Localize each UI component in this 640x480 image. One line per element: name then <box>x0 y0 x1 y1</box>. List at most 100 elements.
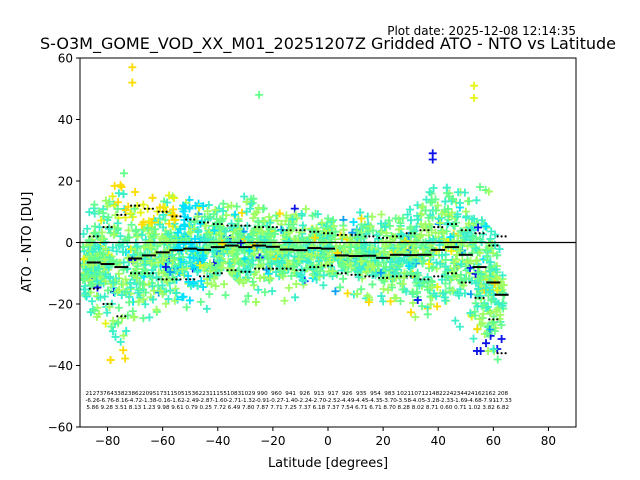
scatter-point <box>119 190 128 199</box>
scatter-point <box>108 192 117 201</box>
scatter-point <box>356 257 365 266</box>
scatter-point <box>105 224 114 233</box>
scatter-point <box>368 280 377 289</box>
scatter-point <box>301 205 310 214</box>
std-marker <box>116 213 119 216</box>
scatter-point <box>219 207 228 216</box>
scatter-point <box>282 211 291 220</box>
scatter-point <box>190 224 199 233</box>
scatter-point <box>169 193 178 202</box>
scatter-point <box>486 309 495 318</box>
scatter-point <box>377 292 386 301</box>
scatter-point <box>417 219 426 228</box>
scatter-point <box>152 305 161 314</box>
scatter-point <box>475 315 484 324</box>
scatter-point <box>242 207 251 216</box>
std-marker <box>317 230 320 233</box>
stats-label: 2148 <box>425 391 440 397</box>
std-marker <box>395 235 398 238</box>
scatter-point <box>425 188 434 197</box>
scatter-point <box>492 265 501 274</box>
std-marker <box>303 269 306 272</box>
chart-title: S-O3M_GOME_VOD_XX_M01_20251207Z Gridded … <box>40 34 616 54</box>
scatter-point <box>348 250 357 259</box>
std-marker <box>488 244 491 247</box>
std-marker <box>399 235 402 238</box>
scatter-point <box>147 218 156 227</box>
std-marker <box>171 278 174 281</box>
std-marker <box>281 229 284 232</box>
stats-label: 2344 <box>453 391 468 397</box>
x-tick-label: −80 <box>95 434 120 448</box>
scatter-point <box>418 202 427 211</box>
stats-label: 1083 <box>227 391 242 397</box>
scatter-point <box>178 265 187 274</box>
stats-label: -2.71 <box>227 398 242 404</box>
scatter-point <box>121 206 130 215</box>
scatter-point <box>250 249 259 258</box>
scatter-point <box>290 234 299 243</box>
stats-label: 7.37 <box>327 405 340 411</box>
scatter-point <box>95 264 104 273</box>
scatter-point <box>248 277 257 286</box>
scatter-point <box>217 263 226 272</box>
scatter-point <box>473 268 482 277</box>
scatter-point <box>240 248 249 257</box>
y-tick-label: 60 <box>58 52 73 66</box>
scatter-point <box>476 183 485 192</box>
std-marker <box>427 229 430 232</box>
scatter-point <box>490 327 499 336</box>
scatter-point <box>161 215 170 224</box>
scatter-point <box>429 184 438 193</box>
scatter-point <box>456 199 465 208</box>
scatter-point <box>493 355 502 364</box>
scatter-point <box>331 227 340 236</box>
scatter-point <box>132 225 141 234</box>
std-marker <box>488 318 491 321</box>
scatter-point <box>439 289 448 298</box>
scatter-point <box>490 279 499 288</box>
scatter-point <box>222 211 231 220</box>
scatter-point <box>124 226 133 235</box>
std-marker <box>234 269 237 272</box>
scatter-point <box>122 288 131 297</box>
scatter-point <box>493 286 502 295</box>
scatter-point <box>289 262 298 271</box>
std-marker <box>193 278 196 281</box>
std-marker <box>289 267 292 270</box>
scatter-point <box>346 233 355 242</box>
std-marker <box>161 210 164 213</box>
scatter-point <box>199 283 208 292</box>
y-tick-label: 40 <box>58 113 73 127</box>
scatter-point <box>265 274 274 283</box>
std-marker <box>326 232 330 235</box>
std-marker <box>496 318 499 321</box>
scatter-point <box>83 224 92 233</box>
scatter-point <box>396 219 405 228</box>
stats-label: 0.71 <box>454 405 467 411</box>
stats-label: 2416 <box>467 391 482 397</box>
std-marker <box>92 235 95 238</box>
scatter-point <box>491 230 500 239</box>
scatter-point <box>263 229 272 238</box>
scatter-point <box>302 250 311 259</box>
scatter-point <box>219 199 228 208</box>
scatter-point <box>390 269 399 278</box>
scatter-point <box>398 279 407 288</box>
scatter-point <box>403 210 412 219</box>
scatter-point <box>148 295 157 304</box>
std-marker <box>454 272 458 275</box>
scatter-point <box>183 213 192 222</box>
scatter-point <box>116 337 125 346</box>
std-marker <box>110 226 113 229</box>
std-marker <box>134 272 137 275</box>
std-marker <box>372 235 375 238</box>
scatter-point <box>152 273 161 282</box>
scatter-point <box>116 181 125 190</box>
scatter-point <box>487 296 496 305</box>
scatter-point <box>228 223 237 232</box>
scatter-point <box>456 227 465 236</box>
stats-label: 2095 <box>142 391 157 397</box>
std-marker <box>110 302 113 306</box>
scatter-point <box>357 285 366 294</box>
